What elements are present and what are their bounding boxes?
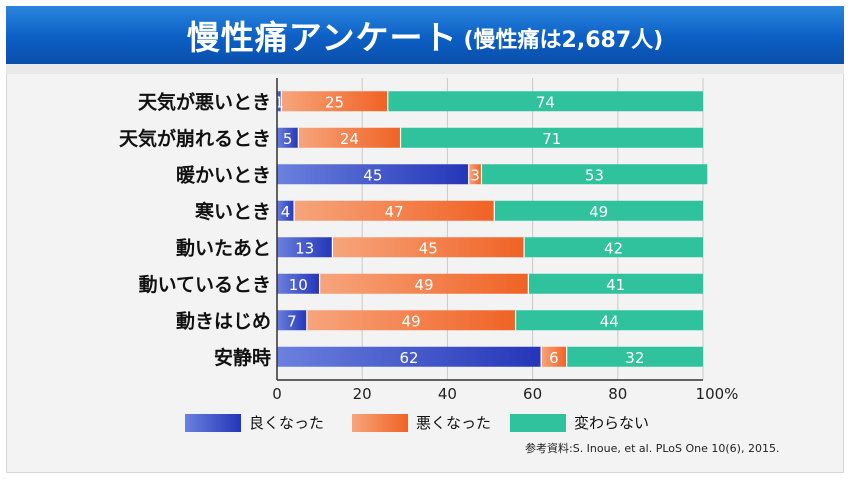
bar-segment-good [277, 164, 469, 185]
legend-swatch-same [510, 413, 566, 432]
legend-label-same: 変わらない [574, 414, 650, 432]
page-title: 慢性痛アンケート [186, 18, 458, 57]
data-label: 41 [606, 276, 625, 294]
data-label: 71 [542, 130, 561, 148]
legend-swatch-good [185, 413, 241, 432]
bar-segment-good [277, 346, 542, 367]
bar-segment-same [566, 346, 703, 367]
bar-segment-bad [319, 273, 529, 294]
data-label: 24 [340, 130, 359, 148]
category-label: 天気が崩れるとき [119, 127, 271, 150]
legend-label-bad: 悪くなった [416, 414, 492, 432]
bar-segment-good [277, 237, 333, 258]
category-label: 安静時 [214, 346, 271, 369]
x-tick-label: 20 [353, 385, 372, 403]
source-citation: 参考資料:S. Inoue, et al. PLoS One 10(6), 20… [525, 442, 780, 455]
data-label: 7 [287, 312, 297, 330]
bar-segment-same [528, 273, 703, 294]
legend-label-good: 良くなった [249, 414, 325, 432]
legend-item-bad: 悪くなった [352, 412, 491, 433]
data-label: 44 [600, 312, 619, 330]
category-label: 天気が悪いとき [138, 90, 271, 113]
bar-segment-same [387, 91, 703, 112]
data-label: 13 [295, 239, 314, 257]
category-label: 動いたあと [176, 237, 271, 259]
category-label: 寒いとき [195, 200, 271, 223]
page-subtitle: (慢性痛は2,687人) [463, 28, 664, 53]
x-tick-label: 0 [272, 385, 282, 403]
title-shadow-band [6, 64, 844, 74]
title-banner: 慢性痛アンケート (慢性痛は2,687人) [6, 6, 844, 64]
category-label: 暖かいとき [176, 163, 271, 186]
x-tick-label: 40 [438, 385, 457, 403]
data-label: 53 [585, 166, 604, 184]
data-label: 47 [385, 203, 404, 221]
bar-segment-bad [281, 91, 388, 112]
bar-segment-bad [541, 346, 567, 367]
bar-segment-bad [332, 237, 525, 258]
bar-segment-bad [298, 127, 401, 148]
data-label: 62 [400, 349, 419, 367]
bar-segment-bad [294, 200, 495, 221]
bar-segment-bad [468, 164, 482, 185]
data-label: 49 [402, 312, 421, 330]
x-tick-label: 100% [696, 385, 739, 403]
bar-segment-same [481, 164, 708, 185]
bar-segment-same [494, 200, 703, 221]
data-label: 6 [549, 349, 559, 367]
bar-segment-bad [306, 310, 516, 331]
data-label: 5 [283, 130, 293, 148]
bar-segment-good [277, 91, 282, 112]
data-label: 74 [536, 93, 555, 111]
data-label: 42 [604, 239, 623, 257]
legend-item-same: 変わらない [510, 412, 649, 433]
data-label: 45 [419, 239, 438, 257]
data-label: 10 [289, 276, 308, 294]
legend-swatch-bad [352, 413, 408, 432]
category-label: 動いているとき [139, 274, 271, 296]
data-label: 49 [589, 203, 608, 221]
legend-item-good: 良くなった [185, 412, 324, 433]
bar-segment-same [515, 310, 703, 331]
x-tick-label: 60 [523, 385, 542, 403]
bar-segment-good [277, 200, 295, 221]
bar-segment-same [524, 237, 703, 258]
data-label: 49 [414, 276, 433, 294]
bar-segment-good [277, 273, 320, 294]
data-label: 25 [325, 93, 344, 111]
data-label: 3 [470, 166, 480, 184]
data-label: 45 [363, 166, 382, 184]
data-label: 1 [274, 93, 284, 111]
category-label: 動きはじめ [176, 310, 271, 332]
bar-segment-good [277, 127, 299, 148]
bar-segment-good [277, 310, 307, 331]
data-label: 32 [625, 349, 644, 367]
x-tick-label: 80 [608, 385, 627, 403]
data-label: 4 [281, 203, 291, 221]
bar-segment-same [400, 127, 703, 148]
